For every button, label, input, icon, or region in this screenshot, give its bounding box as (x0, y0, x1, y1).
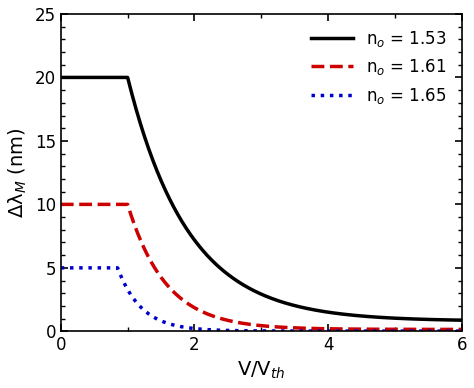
n$_o$ = 1.53 (98, 75, 103, 80)
n$_o$ = 1.61 (256, 323, 262, 328)
n$_o$ = 1.65 (92, 265, 98, 270)
n$_o$ = 1.61 (58, 202, 64, 207)
n$_o$ = 1.65 (110, 265, 116, 270)
n$_o$ = 1.53 (365, 314, 370, 319)
n$_o$ = 1.65 (163, 320, 169, 325)
n$_o$ = 1.61 (98, 202, 103, 207)
Legend: n$_o$ = 1.53, n$_o$ = 1.61, n$_o$ = 1.65: n$_o$ = 1.53, n$_o$ = 1.61, n$_o$ = 1.65 (305, 22, 454, 112)
n$_o$ = 1.61 (119, 202, 125, 207)
n$_o$ = 1.53 (256, 291, 262, 296)
n$_o$ = 1.53 (409, 317, 414, 321)
n$_o$ = 1.61 (365, 327, 370, 331)
n$_o$ = 1.61 (172, 291, 177, 295)
Y-axis label: Δλ$_M$ (nm): Δλ$_M$ (nm) (7, 127, 29, 218)
Line: n$_o$ = 1.53: n$_o$ = 1.53 (61, 78, 462, 320)
Line: n$_o$ = 1.61: n$_o$ = 1.61 (61, 204, 462, 329)
n$_o$ = 1.65 (362, 329, 367, 333)
n$_o$ = 1.65 (459, 329, 465, 333)
n$_o$ = 1.65 (58, 265, 64, 270)
n$_o$ = 1.53 (58, 75, 64, 80)
n$_o$ = 1.53 (119, 75, 125, 80)
n$_o$ = 1.65 (407, 329, 413, 333)
n$_o$ = 1.61 (409, 327, 414, 332)
n$_o$ = 1.53 (459, 318, 465, 322)
Line: n$_o$ = 1.65: n$_o$ = 1.65 (61, 268, 462, 331)
n$_o$ = 1.53 (172, 206, 177, 211)
n$_o$ = 1.61 (459, 327, 465, 332)
X-axis label: V/V$_{th}$: V/V$_{th}$ (237, 360, 285, 381)
n$_o$ = 1.65 (250, 329, 256, 333)
